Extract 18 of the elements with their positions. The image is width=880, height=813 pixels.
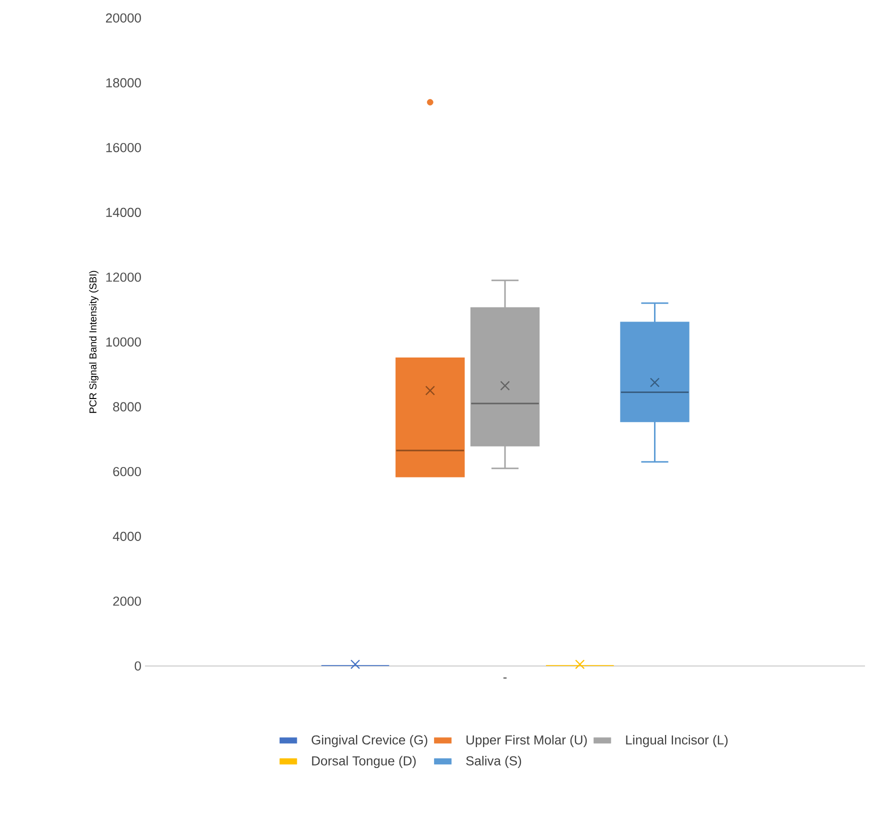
y-tick-label: 6000 — [113, 466, 141, 476]
legend-label: Upper First Molar (U) — [466, 734, 587, 748]
y-tick-label: 18000 — [106, 78, 141, 88]
legend-label: Lingual Incisor (L) — [626, 734, 728, 748]
y-tick-label: 20000 — [106, 13, 141, 23]
y-tick-label: 16000 — [106, 142, 141, 152]
legend-label: Dorsal Tongue (D) — [312, 756, 416, 768]
y-axis-title: PCR Signal Band Intensity (SBI) — [89, 270, 98, 413]
y-tick-label: 8000 — [113, 402, 141, 412]
legend-label: Saliva (S) — [466, 756, 522, 768]
y-tick-label: 0 — [134, 661, 141, 671]
y-tick-label: 14000 — [106, 208, 141, 217]
y-tick-label: 10000 — [106, 337, 141, 347]
y-tick-label: 12000 — [106, 272, 141, 282]
legend-label: Gingival Crevice (G) — [312, 734, 428, 748]
x-tick-label: - — [503, 678, 507, 679]
y-tick-label: 4000 — [112, 532, 141, 541]
y-tick-label: 2000 — [113, 596, 141, 606]
